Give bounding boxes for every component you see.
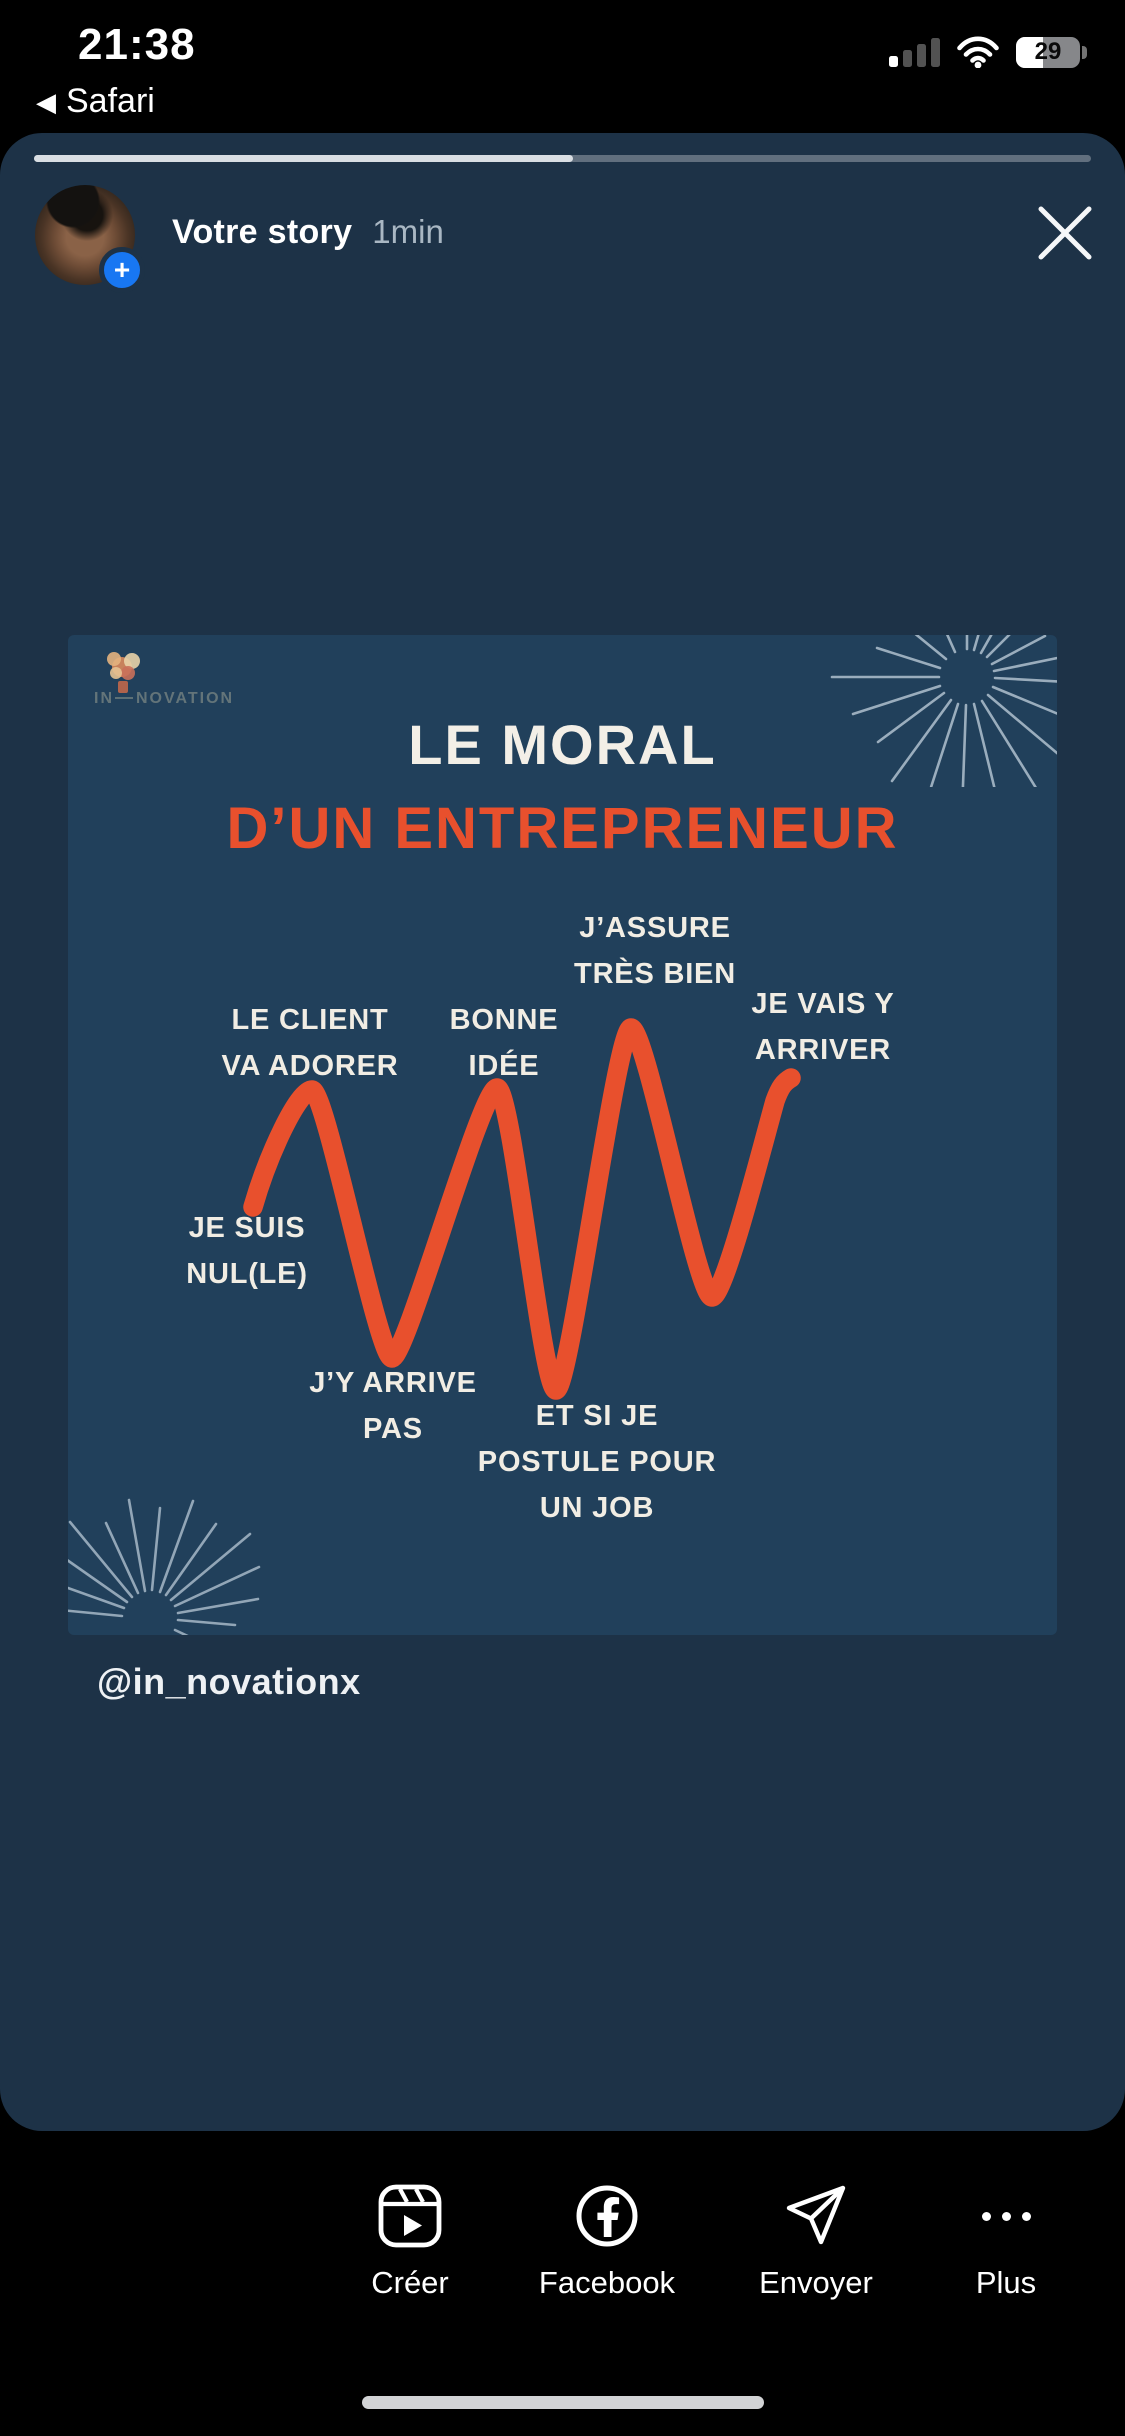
battery-fill	[1016, 36, 1043, 68]
mood-label-bonne-idee: BONNE IDÉE	[449, 1004, 559, 1082]
share-toolbar: Créer Facebook Envoyer Plus	[0, 2131, 1125, 2436]
status-icons: 29	[889, 36, 1087, 68]
ellipsis-icon	[918, 2183, 1094, 2249]
mood-label-je-vais-y-arriver: JE VAIS Y ARRIVER	[751, 988, 895, 1066]
poster-title-line2: D’UN ENTREPRENEUR	[226, 796, 899, 861]
mood-label-le-client: LE CLIENT VA ADORER	[221, 1004, 399, 1082]
mood-curve	[243, 1018, 801, 1400]
story-progress-fill	[34, 155, 574, 162]
home-indicator[interactable]	[362, 2396, 764, 2409]
mood-label-et-si-je-postule: ET SI JE POSTULE POUR UN JOB	[477, 1400, 717, 1524]
in-novation-logo: IN NOVATION	[94, 652, 234, 707]
wifi-icon	[957, 36, 999, 68]
story-title: Votre story	[172, 213, 353, 251]
mood-label-jy-arrive-pas: J’Y ARRIVE PAS	[309, 1367, 477, 1445]
back-to-safari-button[interactable]: ◀ Safari	[36, 82, 155, 120]
story-image-poster: IN NOVATION	[68, 635, 1057, 1635]
mood-label-jassure: J’ASSURE TRÈS BIEN	[574, 912, 736, 990]
facebook-share-button[interactable]: Facebook	[519, 2183, 695, 2301]
battery-percent: 29	[1034, 38, 1062, 65]
poster-title-line1: LE MORAL	[408, 713, 717, 776]
story-timestamp: 1min	[372, 213, 444, 250]
create-button[interactable]: Créer	[322, 2183, 498, 2301]
story-caption: @in_novationx	[97, 1661, 361, 1702]
story-progress-bar	[34, 155, 1091, 162]
close-button[interactable]	[1020, 188, 1110, 278]
add-story-badge[interactable]: +	[99, 247, 145, 293]
more-button[interactable]: Plus	[918, 2183, 1094, 2301]
send-button[interactable]: Envoyer	[728, 2183, 904, 2301]
close-icon	[1038, 206, 1092, 260]
status-bar: 21:38 ◀ Safari 29	[0, 0, 1125, 133]
sunburst-bottom-left-icon	[68, 1498, 261, 1635]
sunburst-top-right-icon	[830, 635, 1057, 787]
svg-text:IN: IN	[94, 690, 114, 707]
clock: 21:38	[78, 20, 196, 69]
mood-label-je-suis-nulle: JE SUIS NUL(LE)	[186, 1212, 308, 1290]
facebook-icon	[576, 2185, 638, 2247]
reels-create-icon	[378, 2184, 442, 2248]
cellular-signal-icon	[889, 37, 940, 67]
story-viewer[interactable]: + Votre story 1min IN NOVATION	[0, 133, 1125, 2131]
plus-icon: +	[113, 254, 131, 285]
send-plane-icon	[786, 2185, 846, 2245]
battery-icon: 29	[1016, 36, 1087, 68]
story-header: Votre story 1min	[172, 213, 444, 252]
svg-text:NOVATION: NOVATION	[136, 690, 234, 707]
back-arrow-icon: ◀	[36, 86, 56, 117]
